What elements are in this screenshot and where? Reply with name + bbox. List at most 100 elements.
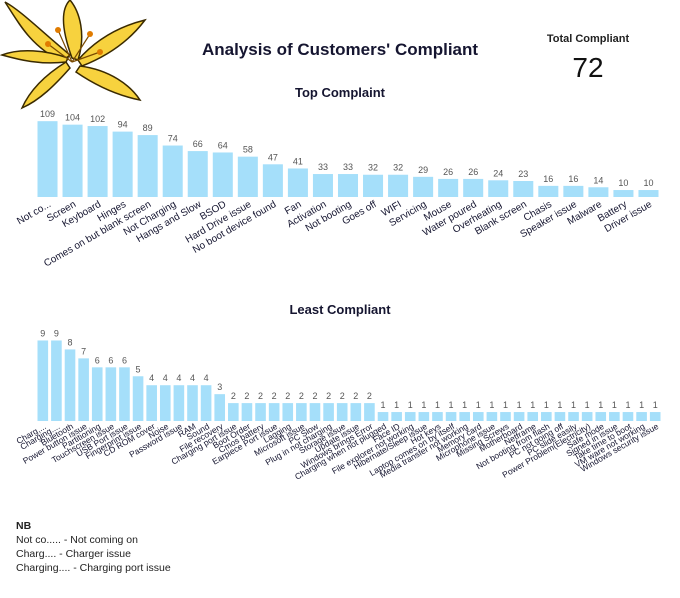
bar: [37, 340, 49, 421]
data-label: 1: [421, 400, 426, 410]
bar: [350, 403, 362, 421]
data-label: 1: [517, 400, 522, 410]
data-label: 6: [108, 355, 113, 365]
data-label: 9: [54, 328, 59, 338]
data-label: 10: [643, 178, 653, 188]
note-line: Charg.... - Charger issue: [16, 548, 131, 560]
data-label: 4: [190, 373, 195, 383]
bar: [51, 340, 62, 421]
bar: [488, 180, 509, 197]
bar: [309, 403, 321, 421]
bar: [541, 412, 552, 421]
data-label: 2: [285, 391, 290, 401]
bar: [649, 412, 661, 421]
data-label: 1: [653, 400, 658, 410]
data-label: 2: [312, 391, 317, 401]
bar: [404, 412, 416, 421]
data-label: 5: [136, 364, 141, 374]
bar: [173, 385, 185, 421]
top-complaint-title: Top Complaint: [294, 85, 386, 100]
data-label: 2: [340, 391, 345, 401]
bar: [513, 181, 534, 197]
total-compliant-label: Total Compliant: [546, 33, 630, 45]
data-label: 1: [571, 400, 576, 410]
data-label: 14: [593, 175, 603, 185]
data-label: 1: [381, 400, 386, 410]
notes-box: NB Not co..... - Not coming on Charg....…: [16, 519, 171, 575]
bar: [563, 185, 584, 197]
data-label: 66: [193, 139, 203, 149]
data-label: 4: [163, 373, 168, 383]
bar: [418, 412, 430, 421]
data-label: 2: [326, 391, 331, 401]
bar: [119, 367, 130, 421]
least-compliant-title: Least Compliant: [289, 302, 391, 317]
data-label: 16: [543, 174, 553, 184]
bar: [513, 412, 525, 421]
data-label: 3: [217, 382, 222, 392]
data-label: 2: [231, 391, 236, 401]
note-line: Charging.... - Charging port issue: [16, 562, 171, 574]
bar: [337, 174, 359, 197]
data-label: 6: [95, 355, 100, 365]
data-label: 41: [293, 156, 303, 166]
data-label: 109: [40, 109, 55, 119]
data-label: 1: [489, 400, 494, 410]
bar: [581, 412, 593, 421]
least-compliant-chart: 9Charg....9Charging....8Bluetooth7Power …: [15, 328, 661, 482]
note-line: Not co..... - Not coming on: [16, 534, 138, 546]
data-label: 4: [204, 373, 209, 383]
data-label: 4: [149, 373, 154, 383]
bar: [413, 176, 434, 197]
bar: [64, 349, 76, 421]
data-label: 74: [168, 134, 178, 144]
data-label: 16: [568, 174, 578, 184]
data-label: 4: [176, 373, 181, 383]
bar: [472, 412, 484, 421]
bar: [527, 412, 539, 421]
bar: [391, 412, 402, 421]
data-label: 26: [468, 167, 478, 177]
data-label: 2: [272, 391, 277, 401]
bar: [312, 174, 333, 197]
data-label: 29: [418, 165, 428, 175]
bar: [137, 135, 158, 197]
bar: [568, 412, 579, 421]
data-label: 33: [318, 162, 328, 172]
bar: [609, 412, 620, 421]
bar: [146, 385, 157, 421]
bar: [287, 168, 308, 197]
bar: [486, 412, 498, 421]
bar: [323, 403, 334, 421]
bar: [200, 385, 212, 421]
data-label: 9: [40, 328, 45, 338]
data-label: 32: [368, 163, 378, 173]
bar: [377, 412, 389, 421]
bar: [268, 403, 280, 421]
data-label: 1: [435, 400, 440, 410]
bar: [241, 403, 253, 421]
bar: [237, 156, 258, 197]
data-label: 7: [81, 346, 86, 356]
data-label: 64: [218, 140, 228, 150]
bar: [388, 174, 409, 197]
data-label: 33: [343, 162, 353, 172]
data-label: 2: [244, 391, 249, 401]
data-label: 1: [449, 400, 454, 410]
bar: [132, 376, 144, 421]
data-label: 1: [503, 400, 508, 410]
data-label: 1: [585, 400, 590, 410]
bar: [296, 403, 307, 421]
bar: [463, 178, 484, 197]
data-label: 2: [353, 391, 358, 401]
data-label: 47: [268, 152, 278, 162]
bar: [554, 412, 566, 421]
bar: [588, 187, 609, 197]
bar: [91, 367, 103, 421]
bar: [37, 121, 58, 197]
bar: [87, 126, 108, 197]
bar: [262, 164, 283, 197]
data-label: 1: [639, 400, 644, 410]
bar: [62, 124, 83, 197]
bar: [112, 131, 133, 197]
